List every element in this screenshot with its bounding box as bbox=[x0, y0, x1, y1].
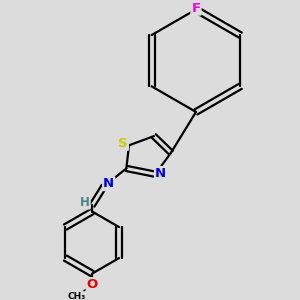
Text: H: H bbox=[80, 196, 90, 208]
Text: N: N bbox=[155, 167, 166, 180]
Text: O: O bbox=[87, 278, 98, 291]
Text: CH₃: CH₃ bbox=[68, 292, 86, 300]
Text: F: F bbox=[191, 2, 201, 15]
Text: S: S bbox=[118, 137, 128, 150]
Text: N: N bbox=[103, 177, 114, 190]
